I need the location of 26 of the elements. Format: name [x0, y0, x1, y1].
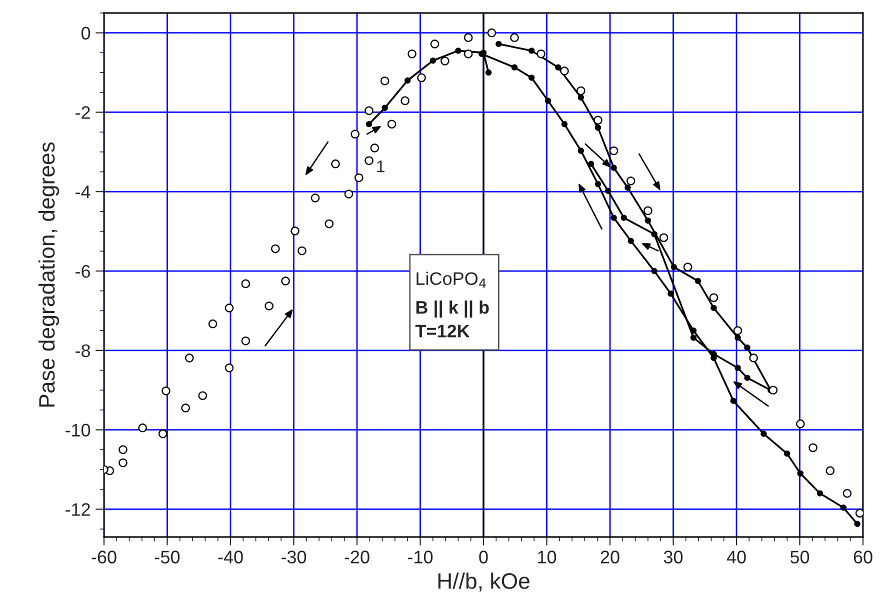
y-tick-label: -2 [76, 106, 90, 119]
x-axis-title: H//b, kOe [438, 572, 530, 592]
y-tick-label: 0 [81, 26, 90, 40]
x-tick-label: -20 [344, 550, 370, 564]
x-tick-label: 20 [600, 550, 620, 564]
annotation: LiCoPO$_{4}$ [416, 272, 486, 288]
x-tick-label: 30 [664, 550, 683, 564]
x-tick-label: 10 [538, 550, 556, 564]
x-tick-label: -60 [92, 550, 116, 564]
x-tick-label: -30 [282, 550, 306, 564]
x-tick-label: 60 [854, 550, 872, 564]
x-tick-label: 40 [726, 550, 746, 564]
annotation: T=12K [415, 324, 470, 338]
y-tick-label: -8 [76, 344, 90, 358]
x-tick-label: -10 [408, 550, 433, 564]
y-tick-label: -10 [66, 424, 90, 437]
x-tick-label: -50 [155, 550, 180, 564]
y-tick-label: -6 [76, 264, 90, 278]
y-axis-title: Pase degradation, degrees [38, 142, 60, 407]
y-tick-label: -12 [66, 503, 90, 516]
x-tick-label: 50 [790, 550, 810, 564]
x-tick-label: -40 [218, 550, 243, 564]
x-tick-label: 0 [479, 550, 488, 564]
annotation: B || k || b [416, 300, 489, 318]
y-tick-label: -4 [76, 186, 90, 198]
annotation: 1 [377, 160, 384, 172]
